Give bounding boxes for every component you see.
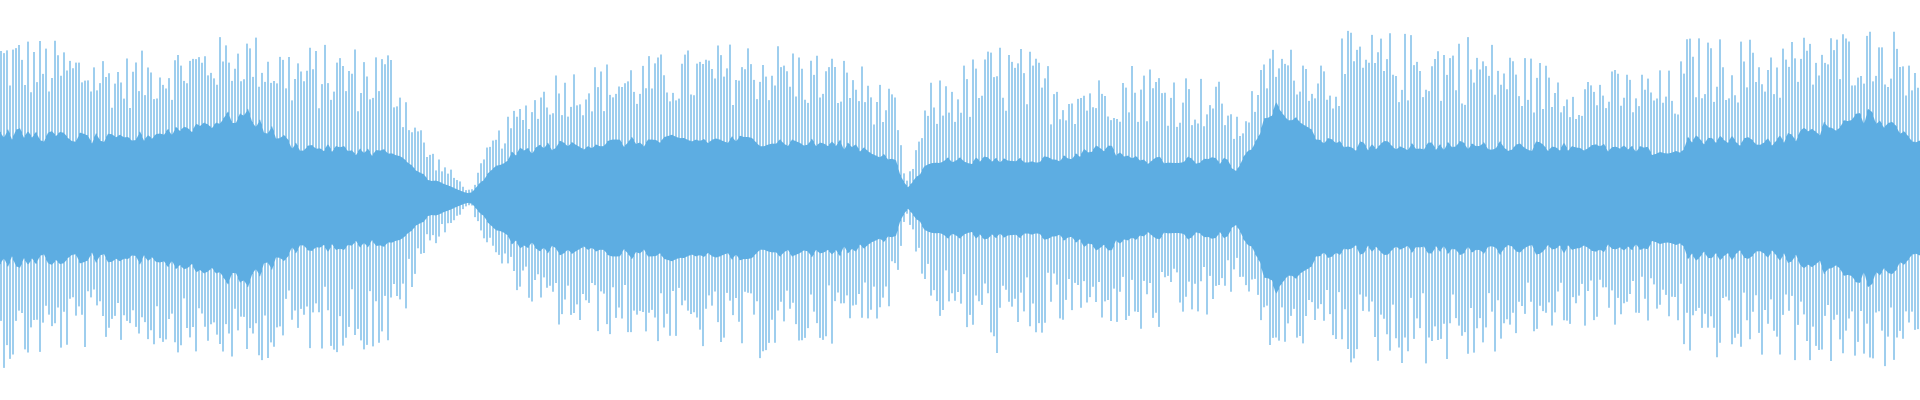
waveform-core [0,101,1920,295]
waveform-bars [0,30,1919,368]
